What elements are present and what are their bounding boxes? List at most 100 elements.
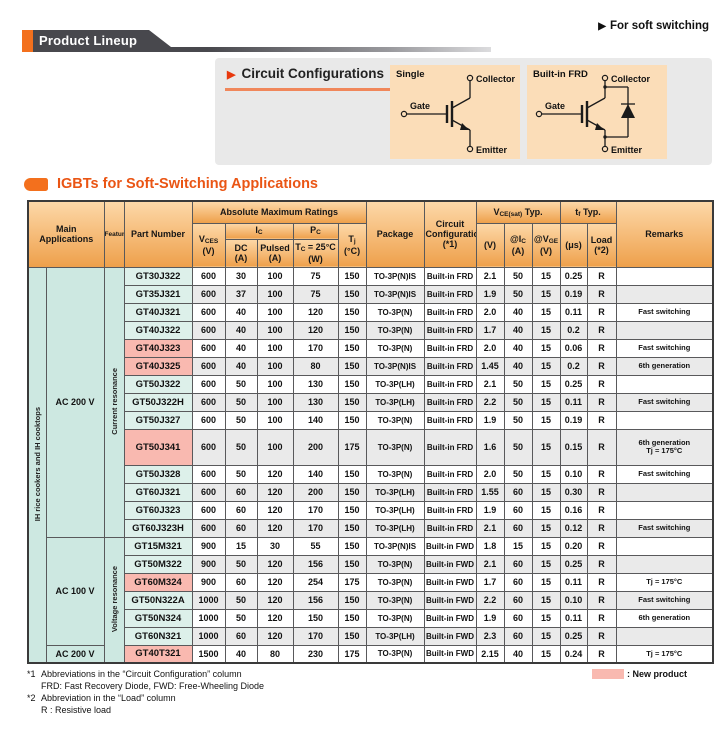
note-line: R : Resistive load xyxy=(41,705,112,715)
vce-sat-cell: 2.0 xyxy=(475,302,505,322)
tj-cell: 150 xyxy=(337,482,367,502)
col-header-absolute-maximum-ratings: Absolute Maximum Ratings xyxy=(191,200,367,224)
circuit-configuration-cell: Built-in FWD xyxy=(423,608,477,628)
pc-cell: 170 xyxy=(292,626,339,646)
at-vge-cell: 15 xyxy=(531,356,561,376)
voltage-group-cell: AC 200 V xyxy=(45,644,105,664)
new-product-label: : New product xyxy=(627,669,687,679)
tj-cell: 150 xyxy=(337,626,367,646)
load-cell: R xyxy=(586,518,617,538)
remarks-cell: Fast switching xyxy=(615,302,714,322)
tj-cell: 150 xyxy=(337,356,367,376)
col-header-ic-dc: DC (A) xyxy=(224,238,258,268)
collector-label: Collector xyxy=(476,74,516,84)
package-cell: TO-3P(N)IS xyxy=(365,266,425,286)
table-row: GT50J327 600 50 100 140 150 TO-3P(N) Built-in F… xyxy=(28,410,714,430)
page-title: Product Lineup xyxy=(39,33,138,48)
arrow-right-icon: ▶ xyxy=(598,21,606,32)
remarks-cell xyxy=(615,554,714,574)
pc-cell: 200 xyxy=(292,428,339,466)
remarks-cell xyxy=(615,320,714,340)
ic-dc-cell: 50 xyxy=(224,608,258,628)
load-cell: R xyxy=(586,320,617,340)
load-cell: R xyxy=(586,644,617,664)
tj-cell: 150 xyxy=(337,338,367,358)
circuit-configuration-cell: Built-in FWD xyxy=(423,536,477,556)
part-number-cell: GT60M324 xyxy=(123,572,193,592)
section-heading: IGBTs for Soft-Switching Applications xyxy=(24,176,318,192)
title-underline xyxy=(225,88,390,91)
ic-dc-cell: 60 xyxy=(224,482,258,502)
load-cell: R xyxy=(586,626,617,646)
table-row: GT35J321 600 37 100 75 150 TO-3P(N)IS Built-in … xyxy=(28,284,714,304)
section-title: IGBTs for Soft-Switching Applications xyxy=(57,176,318,192)
col-header-pc: PC xyxy=(292,222,339,240)
ic-dc-cell: 40 xyxy=(224,644,258,664)
ic-dc-cell: 50 xyxy=(224,428,258,466)
tj-cell: 150 xyxy=(337,518,367,538)
vce-sat-cell: 1.9 xyxy=(475,608,505,628)
col-header-circuit-configuration: Circuit Configuration (*1) xyxy=(423,200,477,268)
vce-sat-cell: 2.3 xyxy=(475,626,505,646)
table-row: GT50J341 600 50 100 200 175 TO-3P(N) Built-in F… xyxy=(28,428,714,466)
at-vge-cell: 15 xyxy=(531,500,561,520)
table-row: GT60J323 600 60 120 170 150 TO-3P(LH) Built-in … xyxy=(28,500,714,520)
ic-dc-cell: 37 xyxy=(224,284,258,304)
part-number-cell: GT35J321 xyxy=(123,284,193,304)
gate-label: Gate xyxy=(545,101,565,111)
ic-pulsed-cell: 120 xyxy=(256,500,294,520)
ic-pulsed-cell: 100 xyxy=(256,392,294,412)
part-number-cell: GT50N322A xyxy=(123,590,193,610)
tf-cell: 0.25 xyxy=(559,554,588,574)
package-cell: TO-3P(LH) xyxy=(365,626,425,646)
ic-pulsed-cell: 100 xyxy=(256,284,294,304)
ic-dc-cell: 40 xyxy=(224,356,258,376)
tf-cell: 0.16 xyxy=(559,500,588,520)
at-ic-cell: 50 xyxy=(503,410,533,430)
section-bullet-icon xyxy=(24,177,48,191)
ic-pulsed-cell: 120 xyxy=(256,572,294,592)
vces-cell: 1500 xyxy=(191,644,226,664)
remarks-cell: 6th generation Tj = 175°C xyxy=(615,428,714,466)
vces-cell: 600 xyxy=(191,464,226,484)
table-row: AC 200 V GT40T321 1500 40 80 230 175 TO-3P(N) Bu… xyxy=(28,644,714,664)
col-header-load: Load (*2) xyxy=(586,222,617,268)
pc-cell: 130 xyxy=(292,374,339,394)
at-ic-cell: 50 xyxy=(503,392,533,412)
part-number-cell: GT60J323H xyxy=(123,518,193,538)
at-ic-cell: 60 xyxy=(503,608,533,628)
vce-sat-cell: 1.45 xyxy=(475,356,505,376)
tj-cell: 150 xyxy=(337,536,367,556)
table-row: GT50N322A 1000 50 120 156 150 TO-3P(N) Built-in… xyxy=(28,590,714,610)
tf-cell: 0.10 xyxy=(559,590,588,610)
part-number-cell: GT60J323 xyxy=(123,500,193,520)
remarks-cell xyxy=(615,284,714,304)
col-header-tj: Tj (°C) xyxy=(337,222,367,268)
at-vge-cell: 15 xyxy=(531,374,561,394)
tf-cell: 0.24 xyxy=(559,644,588,664)
at-ic-cell: 60 xyxy=(503,554,533,574)
ic-pulsed-cell: 80 xyxy=(256,644,294,664)
application-group-cell: IH rice cookers and IH cooktops xyxy=(27,266,47,664)
vce-sat-cell: 2.1 xyxy=(475,374,505,394)
ic-pulsed-cell: 100 xyxy=(256,356,294,376)
banner-accent-square xyxy=(22,30,33,52)
remarks-cell xyxy=(615,410,714,430)
vces-cell: 1000 xyxy=(191,608,226,628)
tj-cell: 150 xyxy=(337,464,367,484)
at-vge-cell: 15 xyxy=(531,320,561,340)
package-cell: TO-3P(N) xyxy=(365,428,425,466)
vce-sat-cell: 1.7 xyxy=(475,320,505,340)
vce-sat-cell: 2.0 xyxy=(475,338,505,358)
at-vge-cell: 15 xyxy=(531,266,561,286)
collector-label: Collector xyxy=(611,74,651,84)
tf-cell: 0.20 xyxy=(559,536,588,556)
circuit-configuration-cell: Built-in FRD xyxy=(423,320,477,340)
vces-cell: 600 xyxy=(191,392,226,412)
remarks-cell: Fast switching xyxy=(615,464,714,484)
circuit-configuration-cell: Built-in FRD xyxy=(423,392,477,412)
package-cell: TO-3P(N)IS xyxy=(365,284,425,304)
at-ic-cell: 60 xyxy=(503,500,533,520)
remarks-cell xyxy=(615,536,714,556)
tf-cell: 0.2 xyxy=(559,320,588,340)
